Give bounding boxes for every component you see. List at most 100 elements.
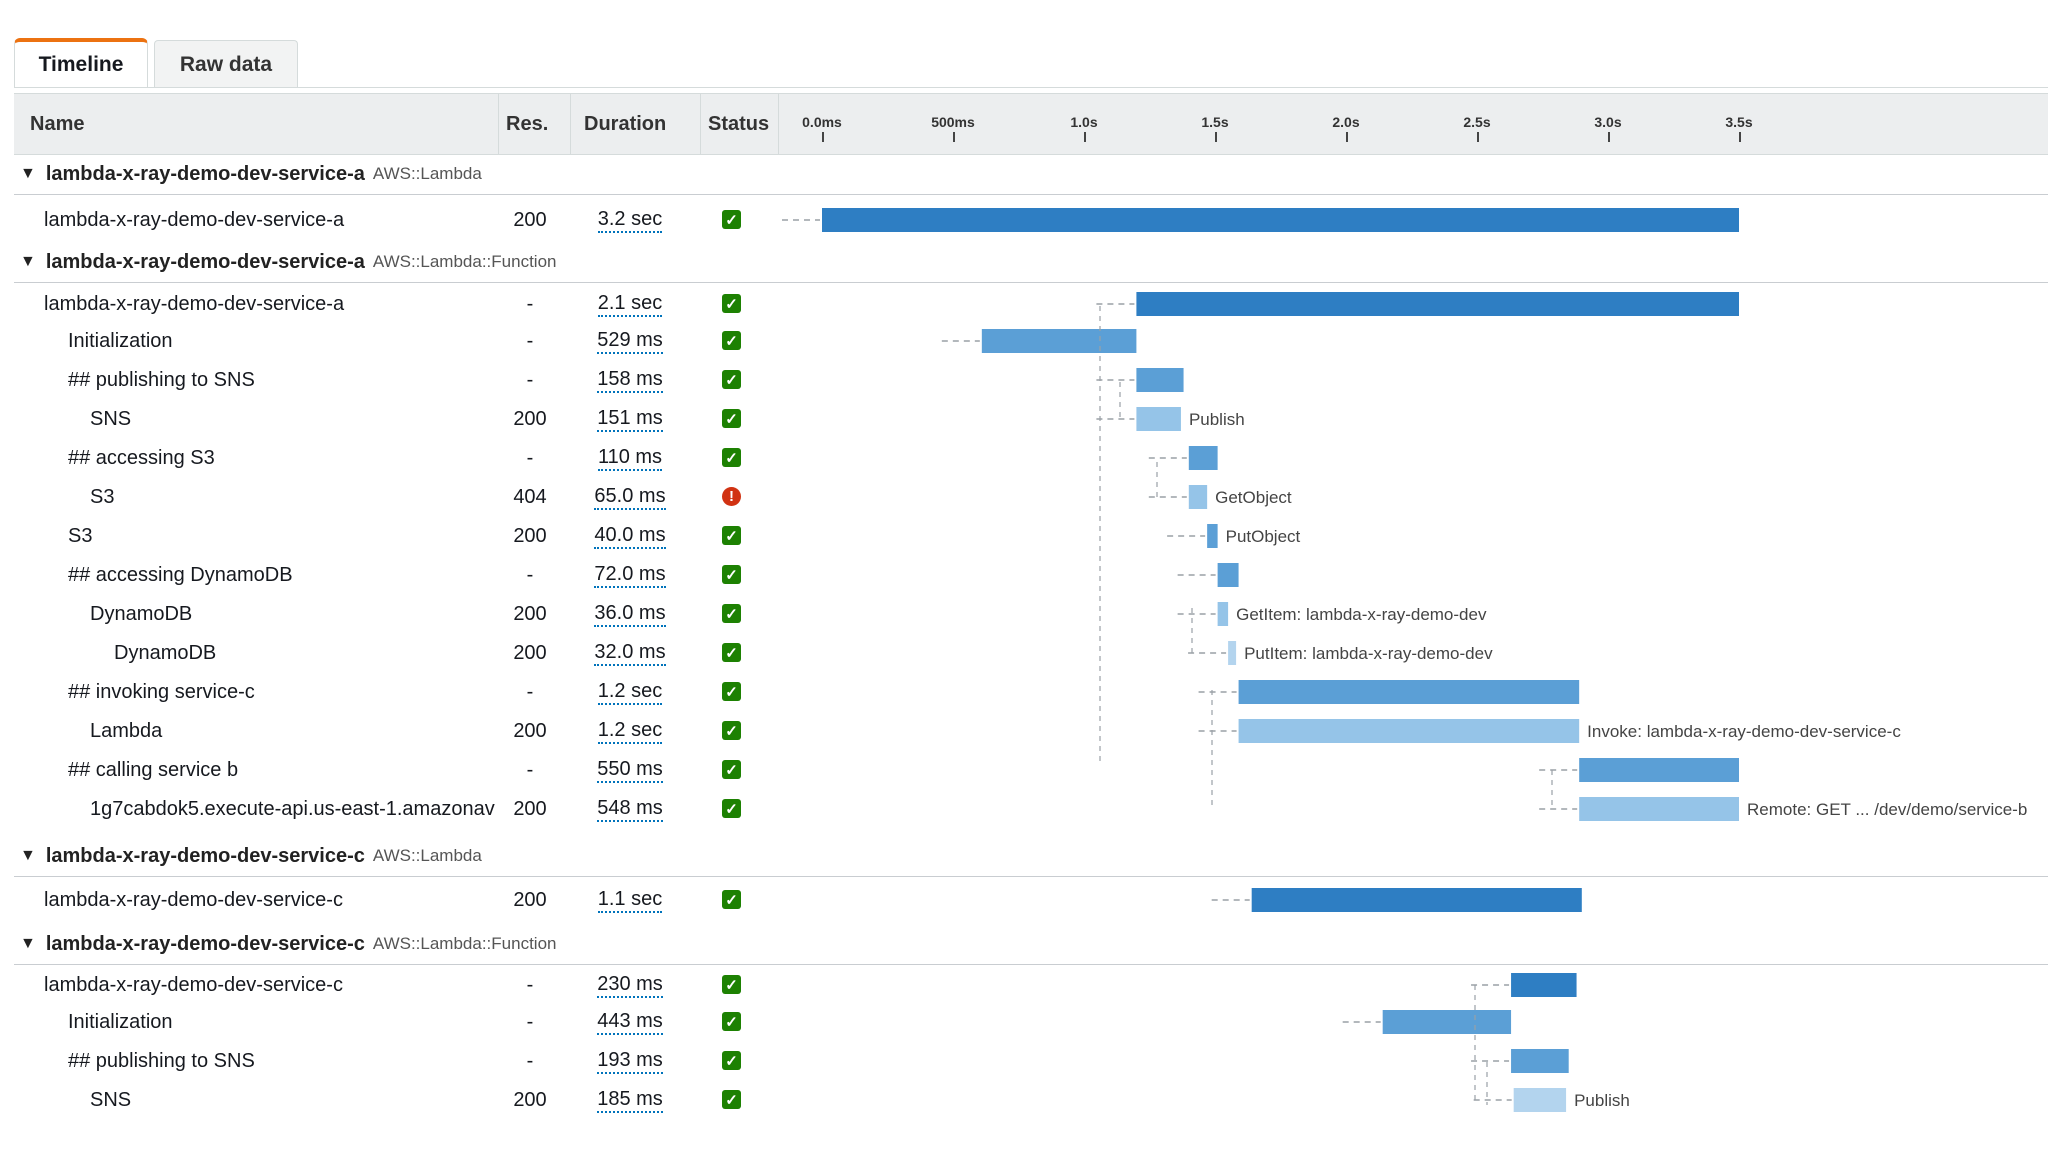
row-duration-link[interactable]: 65.0 ms bbox=[594, 484, 666, 510]
timeline-bar[interactable] bbox=[1238, 719, 1580, 743]
row-duration-link[interactable]: 40.0 ms bbox=[594, 523, 666, 549]
timeline-bar[interactable] bbox=[1136, 292, 1739, 316]
row-duration-link[interactable]: 32.0 ms bbox=[594, 640, 666, 666]
timeline-bar[interactable] bbox=[1217, 602, 1229, 626]
timeline-bar[interactable] bbox=[1228, 641, 1237, 665]
row-duration-link[interactable]: 110 ms bbox=[597, 445, 663, 471]
collapse-triangle-icon[interactable]: ▼ bbox=[20, 253, 36, 270]
trace-row[interactable]: Initialization - 529 ms ✓ bbox=[0, 323, 2048, 359]
row-duration-link[interactable]: 3.2 sec bbox=[597, 207, 663, 233]
timeline-bar[interactable] bbox=[1217, 563, 1239, 587]
timeline-bar[interactable] bbox=[1136, 368, 1184, 392]
row-duration-link[interactable]: 230 ms bbox=[597, 972, 663, 998]
tick-mark bbox=[1215, 132, 1217, 142]
row-duration-link[interactable]: 185 ms bbox=[597, 1087, 663, 1113]
row-duration-link[interactable]: 193 ms bbox=[597, 1048, 663, 1074]
tab-timeline[interactable]: Timeline bbox=[14, 38, 148, 88]
section-header[interactable]: ▼ lambda-x-ray-demo-dev-service-a AWS::Lam… bbox=[20, 154, 482, 194]
row-duration[interactable]: 1.1 sec bbox=[570, 882, 690, 918]
timeline-bar[interactable] bbox=[1136, 407, 1181, 431]
row-duration-link[interactable]: 72.0 ms bbox=[594, 562, 666, 588]
trace-row[interactable]: Lambda 200 1.2 sec ✓ bbox=[0, 713, 2048, 749]
trace-row[interactable]: 1g7cabdok5.execute-api.us-east-1.amazona… bbox=[0, 791, 2048, 827]
row-duration-link[interactable]: 1.2 sec bbox=[597, 718, 663, 744]
column-header-res[interactable]: Res. bbox=[506, 112, 549, 135]
row-name: S3 bbox=[90, 485, 115, 508]
trace-row[interactable]: DynamoDB 200 36.0 ms ✓ bbox=[0, 596, 2048, 632]
row-duration[interactable]: 1.2 sec bbox=[570, 674, 690, 710]
timeline-bar[interactable] bbox=[1238, 680, 1580, 704]
section-header[interactable]: ▼ lambda-x-ray-demo-dev-service-a AWS::Lam… bbox=[20, 242, 556, 282]
row-duration-link[interactable]: 1.1 sec bbox=[597, 887, 663, 913]
timeline-bar[interactable] bbox=[822, 208, 1739, 232]
row-duration[interactable]: 65.0 ms bbox=[570, 479, 690, 515]
trace-row[interactable]: ## publishing to SNS - 158 ms ✓ bbox=[0, 362, 2048, 398]
column-header-duration[interactable]: Duration bbox=[584, 112, 667, 135]
row-name: ## calling service b bbox=[68, 758, 239, 781]
timeline-bar-label: Publish bbox=[1189, 410, 1245, 429]
trace-row[interactable]: S3 200 40.0 ms ✓ bbox=[0, 518, 2048, 554]
trace-row[interactable]: lambda-x-ray-demo-dev-service-c - 230 ms ✓ bbox=[0, 967, 2048, 1003]
section-header[interactable]: ▼ lambda-x-ray-demo-dev-service-c AWS::Lam… bbox=[20, 836, 482, 876]
trace-row[interactable]: SNS 200 151 ms ✓ bbox=[0, 401, 2048, 437]
row-duration[interactable]: 32.0 ms bbox=[570, 635, 690, 671]
trace-row[interactable]: S3 404 65.0 ms! bbox=[0, 479, 2048, 515]
row-duration[interactable]: 550 ms bbox=[570, 752, 690, 788]
row-duration[interactable]: 230 ms bbox=[570, 967, 690, 1003]
row-duration-link[interactable]: 36.0 ms bbox=[594, 601, 666, 627]
row-duration-link[interactable]: 443 ms bbox=[597, 1009, 663, 1035]
trace-row[interactable]: lambda-x-ray-demo-dev-service-c 200 1.1 se… bbox=[0, 882, 2048, 918]
row-duration[interactable]: 36.0 ms bbox=[570, 596, 690, 632]
timeline-bar[interactable] bbox=[981, 329, 1137, 353]
trace-row[interactable]: ## calling service b - 550 ms ✓ bbox=[0, 752, 2048, 788]
row-duration-link[interactable]: 158 ms bbox=[597, 367, 663, 393]
row-duration[interactable]: 40.0 ms bbox=[570, 518, 690, 554]
tick-label: 500ms bbox=[931, 114, 975, 130]
row-duration[interactable]: 2.1 sec bbox=[570, 286, 690, 322]
trace-row[interactable]: ## accessing S3 - 110 ms ✓ bbox=[0, 440, 2048, 476]
timeline-bar[interactable] bbox=[1511, 1049, 1569, 1073]
row-duration-link[interactable]: 151 ms bbox=[597, 406, 663, 432]
row-duration[interactable]: 193 ms bbox=[570, 1043, 690, 1079]
row-duration[interactable]: 529 ms bbox=[570, 323, 690, 359]
section-header[interactable]: ▼ lambda-x-ray-demo-dev-service-c AWS::Lam… bbox=[20, 924, 556, 964]
timeline-bar[interactable] bbox=[1513, 1088, 1567, 1112]
trace-row[interactable]: lambda-x-ray-demo-dev-service-a 200 3.2 se… bbox=[0, 202, 2048, 238]
column-header-name[interactable]: Name bbox=[30, 112, 85, 135]
row-duration-link[interactable]: 548 ms bbox=[597, 796, 663, 822]
trace-row[interactable]: lambda-x-ray-demo-dev-service-a - 2.1 sec ✓ bbox=[0, 286, 2048, 322]
row-duration[interactable]: 110 ms bbox=[570, 440, 690, 476]
timeline-bar[interactable] bbox=[1579, 797, 1739, 821]
row-duration[interactable]: 158 ms bbox=[570, 362, 690, 398]
row-duration-link[interactable]: 1.2 sec bbox=[597, 679, 663, 705]
row-duration[interactable]: 72.0 ms bbox=[570, 557, 690, 593]
column-header-status[interactable]: Status bbox=[708, 112, 770, 135]
timeline-bar[interactable] bbox=[1251, 888, 1582, 912]
timeline-bar[interactable] bbox=[1188, 446, 1218, 470]
timeline-bar[interactable] bbox=[1188, 485, 1208, 509]
row-duration-link[interactable]: 2.1 sec bbox=[597, 291, 663, 317]
row-duration-link[interactable]: 550 ms bbox=[597, 757, 663, 783]
trace-row[interactable]: ## accessing DynamoDB - 72.0 ms ✓ bbox=[0, 557, 2048, 593]
timeline-bar[interactable] bbox=[1382, 1010, 1512, 1034]
row-duration-link[interactable]: 529 ms bbox=[597, 328, 663, 354]
collapse-triangle-icon[interactable]: ▼ bbox=[20, 847, 36, 864]
row-duration[interactable]: 1.2 sec bbox=[570, 713, 690, 749]
trace-row[interactable]: ## publishing to SNS - 193 ms ✓ bbox=[0, 1043, 2048, 1079]
trace-row[interactable]: Initialization - 443 ms ✓ bbox=[0, 1004, 2048, 1040]
collapse-triangle-icon[interactable]: ▼ bbox=[20, 165, 36, 182]
trace-row[interactable]: SNS 200 185 ms ✓ bbox=[0, 1082, 2048, 1118]
timeline-bar[interactable] bbox=[1579, 758, 1739, 782]
row-duration[interactable]: 185 ms bbox=[570, 1082, 690, 1118]
row-duration[interactable]: 443 ms bbox=[570, 1004, 690, 1040]
row-response-code: 200 bbox=[513, 524, 547, 547]
row-duration[interactable]: 151 ms bbox=[570, 401, 690, 437]
tab-raw-data[interactable]: Raw data bbox=[154, 40, 298, 88]
row-duration[interactable]: 3.2 sec bbox=[570, 202, 690, 238]
timeline-bar[interactable] bbox=[1207, 524, 1218, 548]
timeline-bar[interactable] bbox=[1511, 973, 1577, 997]
trace-row[interactable]: DynamoDB 200 32.0 ms ✓ bbox=[0, 635, 2048, 671]
trace-row[interactable]: ## invoking service-c - 1.2 sec ✓ bbox=[0, 674, 2048, 710]
collapse-triangle-icon[interactable]: ▼ bbox=[20, 935, 36, 952]
row-duration[interactable]: 548 ms bbox=[570, 791, 690, 827]
